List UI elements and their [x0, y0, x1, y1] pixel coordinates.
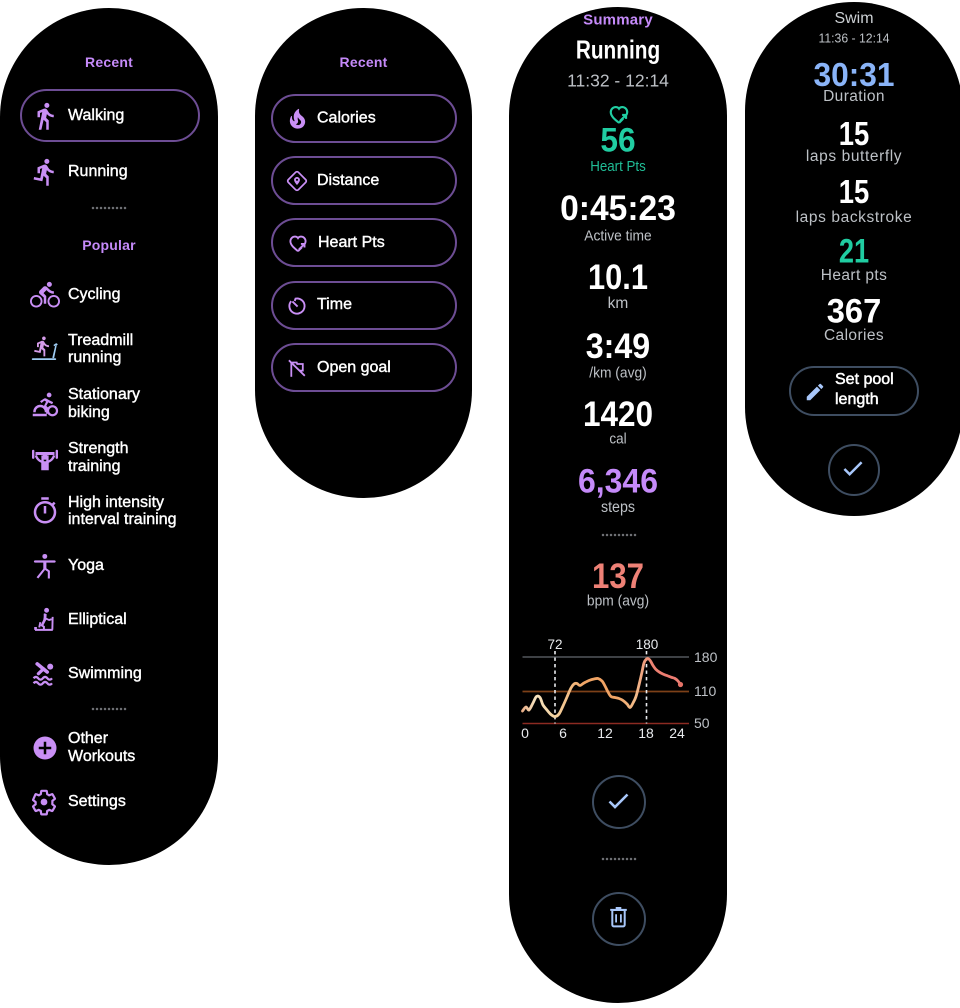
svg-text:50: 50: [694, 715, 710, 731]
svg-text:110: 110: [694, 683, 717, 699]
svg-text:12: 12: [597, 725, 613, 741]
svg-text:6: 6: [559, 725, 567, 741]
svg-text:0: 0: [521, 725, 529, 741]
svg-text:72: 72: [547, 637, 562, 652]
svg-text:24: 24: [669, 725, 685, 741]
svg-text:18: 18: [638, 725, 654, 741]
svg-text:180: 180: [636, 637, 659, 652]
svg-text:180: 180: [694, 649, 718, 665]
